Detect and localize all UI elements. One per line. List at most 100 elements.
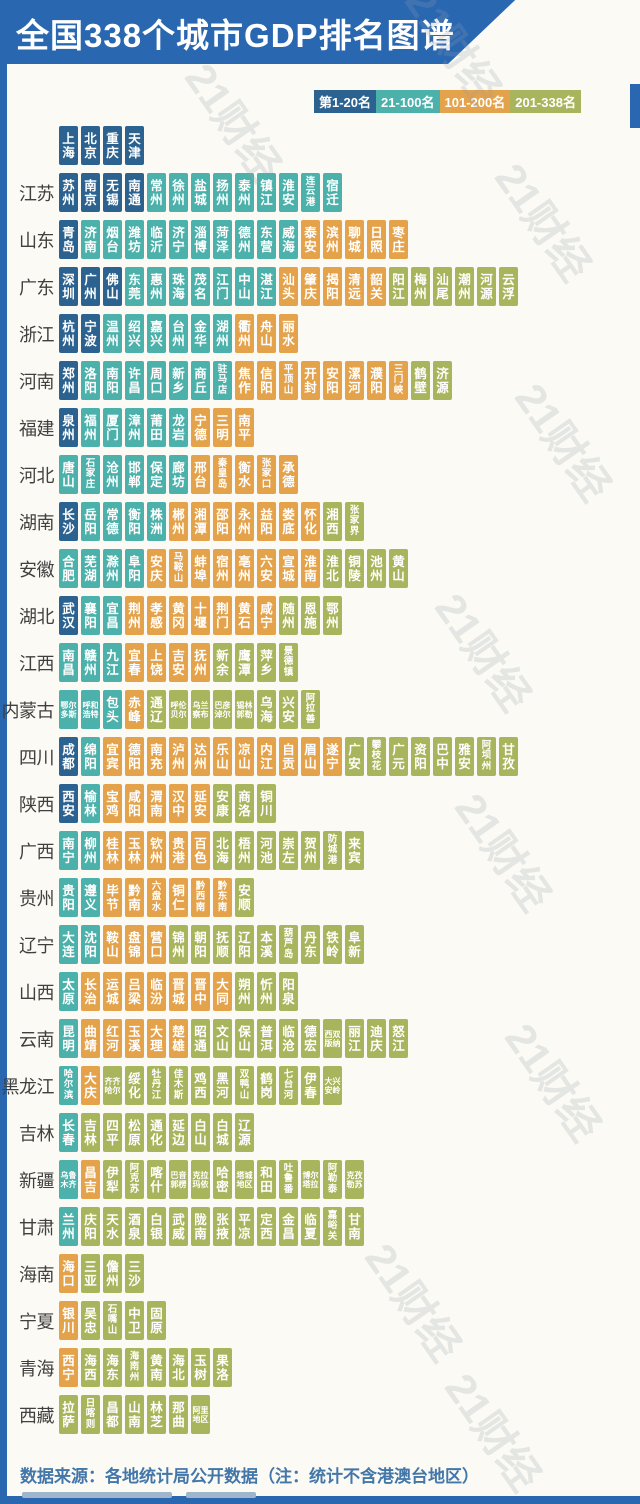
city-tile: 张家口: [257, 455, 276, 494]
city-tiles: 合肥芜湖滁州阜阳安庆马鞍山蚌埠宿州亳州六安宣城淮南淮北铜陵池州黄山: [59, 549, 408, 588]
city-tile: 蚌埠: [191, 549, 210, 588]
province-row: 辽宁大连沈阳鞍山盘锦营口锦州朝阳抚顺辽阳本溪葫芦岛丹东铁岭阜新: [0, 921, 640, 968]
city-tile: 果洛: [213, 1348, 232, 1387]
clipped-text-fragment: [22, 1492, 172, 1498]
city-tile: 德阳: [125, 737, 144, 776]
city-tile: 鹰潭: [235, 643, 254, 682]
province-label: 云南: [19, 1029, 55, 1050]
city-tile: 商洛: [235, 784, 254, 823]
city-tile: 博尔 塔拉: [301, 1160, 320, 1199]
city-tile: 齐齐 哈尔: [103, 1066, 122, 1105]
city-tile: 武汉: [59, 596, 78, 635]
city-tile: 六安: [257, 549, 276, 588]
city-tile: 钦州: [147, 831, 166, 870]
city-tile: 克拉 玛依: [191, 1160, 210, 1199]
city-tile: 阿勒泰: [323, 1160, 342, 1199]
city-tile: 丹东: [301, 925, 320, 964]
city-tile: 毕节: [103, 878, 122, 917]
city-tile: 佛山: [103, 267, 122, 306]
city-tile: 乐山: [213, 737, 232, 776]
city-tile: 济南: [81, 220, 100, 259]
city-tile: 肇庆: [301, 267, 320, 306]
city-tile: 双鸭山: [235, 1066, 254, 1105]
city-tile: 沧州: [103, 455, 122, 494]
city-tiles: 昆明曲靖红河玉溪大理楚雄昭通文山保山普洱临沧德宏西双 版纳丽江迪庆怒江: [59, 1019, 408, 1058]
city-tile: 怀化: [301, 502, 320, 541]
city-tile: 郑州: [59, 361, 78, 400]
city-tile: 吉林: [81, 1113, 100, 1152]
province-label: 四川: [19, 747, 55, 768]
city-tile: 包头: [103, 690, 122, 729]
city-tile: 潍坊: [125, 220, 144, 259]
city-tile: 恩施: [301, 596, 320, 635]
city-tiles: 西宁海西海东海南州黄南海北玉树果洛: [59, 1348, 232, 1387]
city-tile: 赤峰: [125, 690, 144, 729]
legend-tier-4: 201-338名: [510, 90, 581, 113]
city-tile: 咸宁: [257, 596, 276, 635]
city-tile: 丽江: [345, 1019, 364, 1058]
city-tile: 随州: [279, 596, 298, 635]
city-tile: 江门: [213, 267, 232, 306]
city-tile: 南充: [147, 737, 166, 776]
city-tile: 抚顺: [213, 925, 232, 964]
city-tile: 张家界: [345, 502, 364, 541]
city-tile: 巴中: [433, 737, 452, 776]
city-tile: 昌都: [103, 1395, 122, 1434]
province-label: 浙江: [19, 324, 55, 345]
city-tile: 阜新: [345, 925, 364, 964]
city-tile: 遵义: [81, 878, 100, 917]
city-tile: 雅安: [455, 737, 474, 776]
city-tile: 吴忠: [81, 1301, 100, 1340]
province-label: 陕西: [19, 794, 55, 815]
province-row: 广东深圳广州佛山东莞惠州珠海茂名江门中山湛江汕头肇庆揭阳清远韶关阳江梅州汕尾潮州…: [0, 263, 640, 310]
province-label: 湖北: [19, 606, 55, 627]
city-tiles: 南宁柳州桂林玉林钦州贵港百色北海梧州河池崇左贺州防城港来宾: [59, 831, 364, 870]
province-label: 湖南: [19, 512, 55, 533]
province-rows: 上海北京重庆天津江苏苏州南京无锡南通常州徐州盐城扬州泰州镇江淮安连云港宿迁山东青…: [0, 122, 640, 1438]
city-tile: 延边: [169, 1113, 188, 1152]
city-tile: 淮北: [323, 549, 342, 588]
city-tile: 南昌: [59, 643, 78, 682]
city-tile: 安庆: [147, 549, 166, 588]
province-label: 西藏: [19, 1405, 55, 1426]
province-row: 浙江杭州宁波温州绍兴嘉兴台州金华湖州衢州舟山丽水: [0, 310, 640, 357]
city-tiles: 杭州宁波温州绍兴嘉兴台州金华湖州衢州舟山丽水: [59, 314, 298, 353]
city-tile: 玉林: [125, 831, 144, 870]
city-tiles: 郑州洛阳南阳许昌周口新乡商丘驻马店焦作信阳平顶山开封安阳漯河濮阳三门峡鹤壁济源: [59, 361, 452, 400]
city-tile: 昆明: [59, 1019, 78, 1058]
city-tile: 呼和 浩特: [81, 690, 100, 729]
city-tile: 阳泉: [279, 972, 298, 1011]
rank-legend: 第1-20名 21-100名 101-200名 201-338名: [314, 90, 581, 113]
city-tile: 昌吉: [81, 1160, 100, 1199]
city-tile: 红河: [103, 1019, 122, 1058]
city-tile: 邵阳: [213, 502, 232, 541]
city-tile: 海西: [81, 1348, 100, 1387]
province-row: 云南昆明曲靖红河玉溪大理楚雄昭通文山保山普洱临沧德宏西双 版纳丽江迪庆怒江: [0, 1015, 640, 1062]
city-tile: 攀枝花: [367, 737, 386, 776]
province-label: 内蒙古: [1, 700, 55, 721]
city-tiles: 西安榆林宝鸡咸阳渭南汉中延安安康商洛铜川: [59, 784, 276, 823]
city-tile: 扬州: [213, 173, 232, 212]
city-tile: 南宁: [59, 831, 78, 870]
city-tile: 阳江: [389, 267, 408, 306]
city-tile: 淮南: [301, 549, 320, 588]
city-tile: 鹤岗: [257, 1066, 276, 1105]
province-row: 宁夏银川吴忠石嘴山中卫固原: [0, 1297, 640, 1344]
city-tile: 喀什: [147, 1160, 166, 1199]
city-tile: 赣州: [81, 643, 100, 682]
city-tile: 安阳: [323, 361, 342, 400]
city-tile: 海北: [169, 1348, 188, 1387]
city-tile: 新余: [213, 643, 232, 682]
city-tiles: 苏州南京无锡南通常州徐州盐城扬州泰州镇江淮安连云港宿迁: [59, 173, 342, 212]
city-tiles: 哈尔滨大庆齐齐 哈尔绥化牡丹江佳木斯鸡西黑河双鸭山鹤岗七台河伊春大兴 安岭: [59, 1066, 342, 1105]
province-label: 青海: [19, 1358, 55, 1379]
city-tile: 成都: [59, 737, 78, 776]
province-row: 青海西宁海西海东海南州黄南海北玉树果洛: [0, 1344, 640, 1391]
city-tile: 榆林: [81, 784, 100, 823]
city-tile: 梧州: [235, 831, 254, 870]
city-tile: 滨州: [323, 220, 342, 259]
city-tile: 昭通: [191, 1019, 210, 1058]
city-tile: 拉萨: [59, 1395, 78, 1434]
city-tile: 抚州: [191, 643, 210, 682]
